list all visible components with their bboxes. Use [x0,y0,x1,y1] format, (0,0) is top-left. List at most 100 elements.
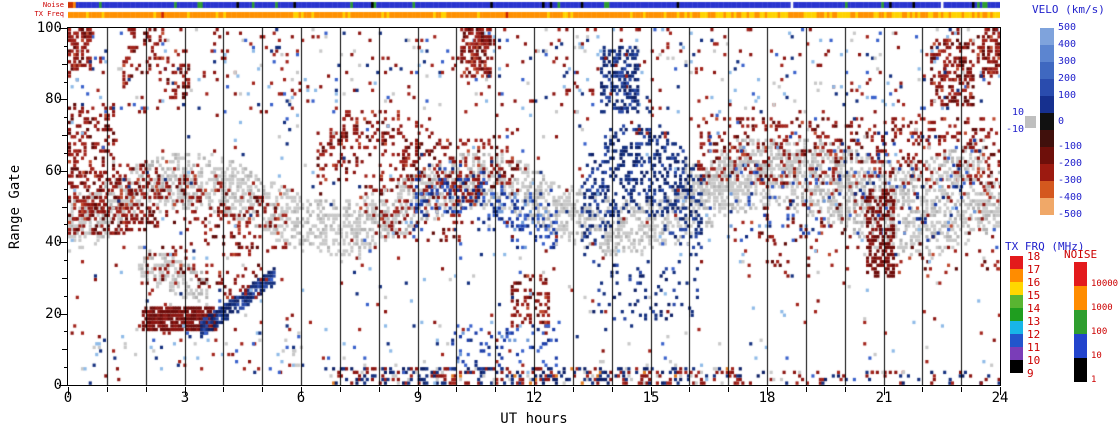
colorbar-segment [1040,164,1054,181]
colorbar-segment [1010,282,1023,295]
noise-scale-label: 10000 [1091,279,1118,289]
velo-colorbar-title: VELO (km/s) [1032,3,1105,16]
y-tick [64,331,67,332]
velo-scale-label: 500 [1058,22,1077,33]
y-tick [64,189,67,190]
noise-colorbar-title: NOISE [1064,248,1098,261]
x-tick-label: 21 [875,390,893,406]
colorbar-segment [1074,310,1087,334]
plot-frame [67,27,1001,386]
txfrq-scale-label: 9 [1027,367,1034,380]
x-tick-label: 6 [296,390,306,406]
x-tick-label: 9 [413,390,423,406]
y-tick [62,278,67,279]
y-tick-label: 20 [45,306,62,322]
x-tick [612,387,613,392]
x-tick [1000,387,1001,395]
summary-strips [68,1,1000,19]
noise-scale-label: 1 [1091,375,1097,385]
colorbar-segment [1010,269,1023,282]
rti-heatmap [68,28,1000,385]
x-tick [728,387,729,392]
x-tick [651,387,652,395]
x-tick [573,387,574,392]
x-tick-label: 15 [642,390,660,406]
x-tick [301,387,302,395]
txfrq-scale-label: 11 [1027,341,1041,354]
colorbar-segment [1010,308,1023,321]
colorbar-segment [1040,96,1054,113]
colorbar-segment [1040,198,1054,215]
y-tick-label: 60 [45,163,62,179]
txfrq-scale-label: 18 [1027,250,1041,263]
x-tick [884,387,885,395]
txfrq-scale-label: 10 [1027,354,1041,367]
noise-scale-label: 100 [1091,327,1108,337]
y-tick-label: 0 [53,377,62,393]
x-tick [340,387,341,392]
colorbar-segment [1010,334,1023,347]
velo-colorbar: 500 400 300 200 100 0 -100 -200 -300 -400 -500 10 -1… [1006,23,1082,220]
x-tick [223,387,224,392]
velo-scale-label: 400 [1058,39,1077,50]
y-tick [64,82,67,83]
y-axis-title: Range Gate [7,164,23,250]
velo-scale-label: -300 [1058,175,1083,186]
y-tick [59,314,67,315]
noise-strip-label: Noise [42,1,64,9]
colorbar-segment [1040,130,1054,147]
colorbar-segment [1040,79,1054,96]
y-tick [64,224,67,225]
x-axis-title: UT hours [500,411,568,427]
y-tick-label: 40 [45,234,62,250]
txfrq-colorbar: 18 17 16 15 14 13 12 11 10 9 [1010,251,1040,379]
x-tick [689,387,690,392]
colorbar-segment [1010,321,1023,334]
colorbar-segment [1040,45,1054,62]
x-tick-label: 18 [758,390,776,406]
colorbar-segment [1040,181,1054,198]
x-tick [107,387,108,392]
y-tick [62,135,67,136]
y-tick [59,28,67,29]
velo-scale-label: 10 [1011,107,1024,118]
x-tick [379,387,380,392]
x-tick [185,387,186,395]
txfrq-colorbar-title: TX FRQ (MHz) [1005,240,1085,253]
txfrq-scale-label: 17 [1027,263,1041,276]
x-tick [961,387,962,392]
y-tick [64,296,67,297]
noise-scale-label: 10 [1091,351,1102,361]
y-tick [64,260,67,261]
txfrq-scale-label: 16 [1027,276,1041,289]
velo-scale-label: -400 [1058,192,1083,203]
y-tick [59,171,67,172]
txfrq-scale-label: 13 [1027,315,1041,328]
txfreq-strip-label: TX Freq [34,10,64,18]
y-tick-label: 100 [36,20,62,36]
x-tick-label: 12 [525,390,543,406]
y-tick [64,117,67,118]
y-tick [62,207,67,208]
x-tick [534,387,535,395]
velo-scale-label: -500 [1058,209,1083,220]
x-tick [806,387,807,392]
x-tick [146,387,147,392]
noise-colorbar: 10000 1000 100 10 1 [1074,262,1118,385]
x-tick [767,387,768,395]
colorbar-segment [1010,256,1023,269]
x-tick-label: 3 [180,390,190,406]
y-tick-label: 80 [45,91,62,107]
ground-scatter-swatch [1025,115,1036,128]
x-tick [845,387,846,392]
colorbar-segment [1040,113,1054,130]
colorbar-segment [1074,286,1087,310]
y-tick [64,367,67,368]
x-tick [262,387,263,392]
txfrq-scale-label: 12 [1027,328,1041,341]
y-tick [64,46,67,47]
y-tick [64,153,67,154]
y-tick [59,242,67,243]
x-tick-label: 24 [991,390,1009,406]
